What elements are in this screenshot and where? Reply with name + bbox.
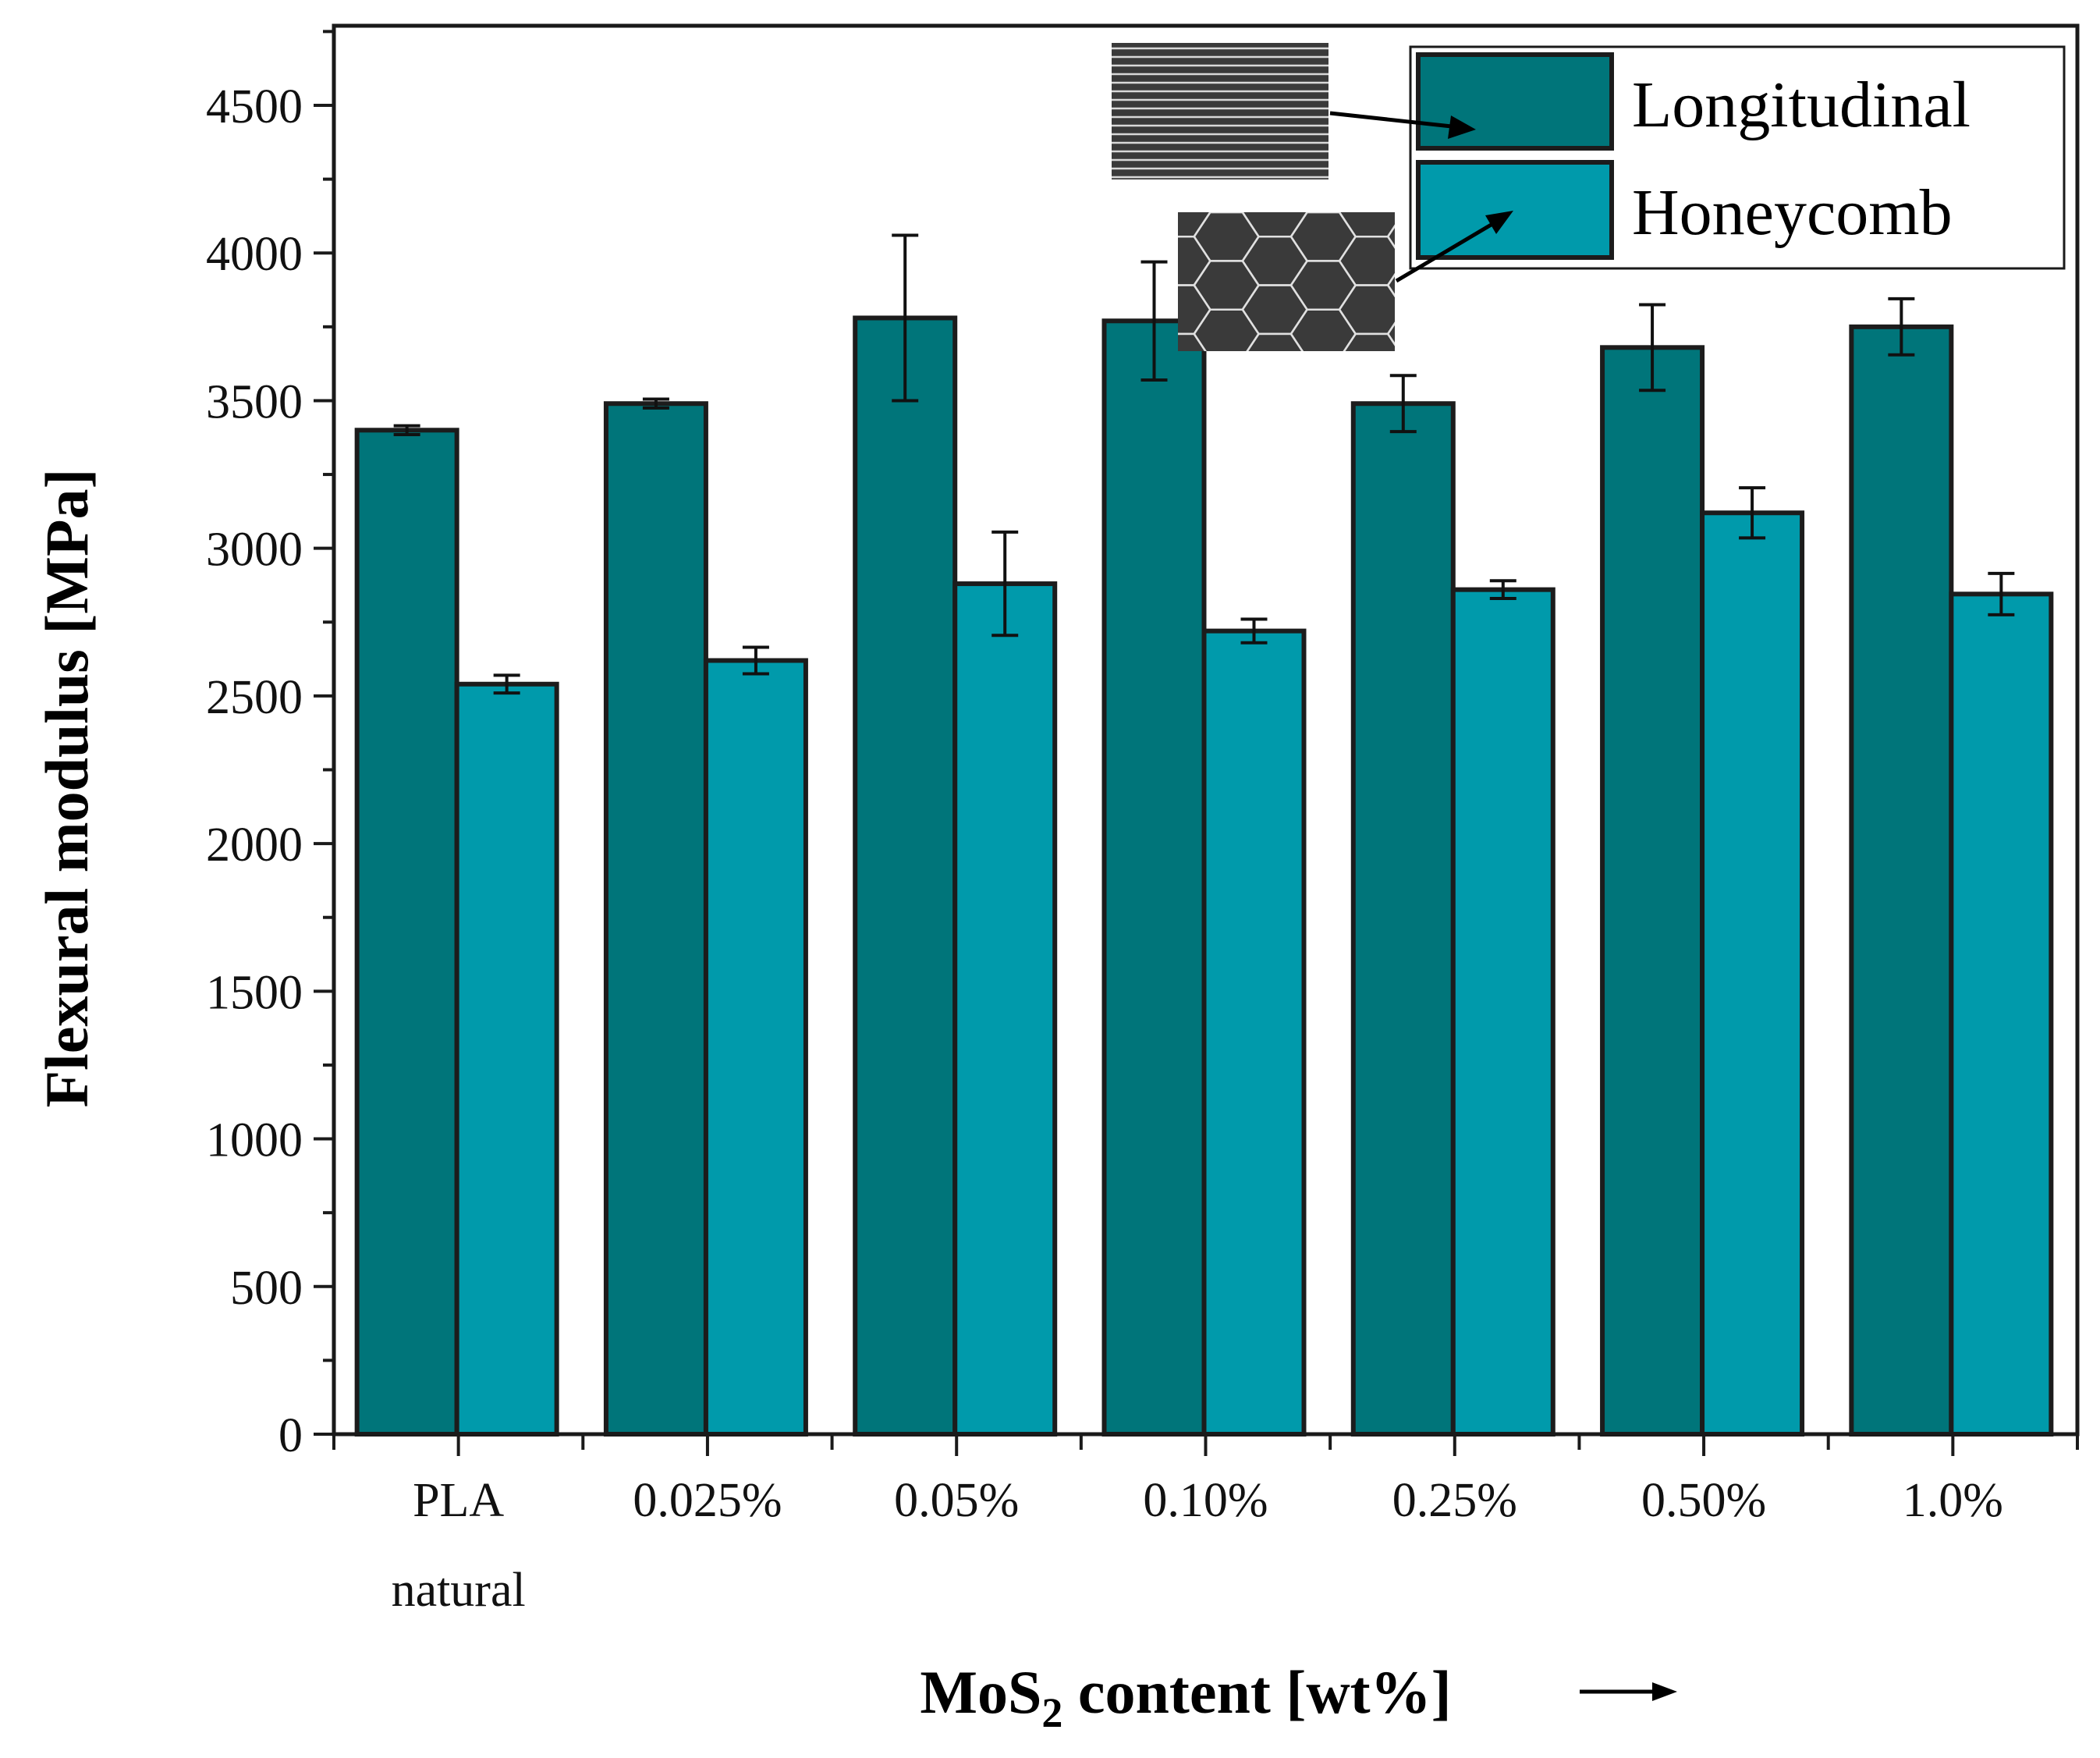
hex-cell bbox=[1098, 212, 1162, 261]
hex-cell bbox=[1098, 261, 1162, 309]
hex-cell bbox=[1243, 382, 1307, 431]
bar-longitudinal-1 bbox=[603, 401, 708, 1437]
y-tick-label: 0 bbox=[278, 1409, 303, 1462]
y-axis-ticks: 0 500 1000 1500 2000 2500 3000 3500 4000 4500 bbox=[206, 30, 334, 1462]
hex-cell bbox=[1339, 140, 1404, 188]
x-axis-title: MoS2 content [wt%] bbox=[920, 1658, 1451, 1736]
x-axis-title-main: MoS bbox=[920, 1658, 1041, 1726]
hex-cell bbox=[1178, 332, 1207, 351]
legend-label-honeycomb: Honeycomb bbox=[1632, 176, 1953, 249]
bar-honeycomb-6 bbox=[1949, 591, 2054, 1437]
error-bars-layer bbox=[393, 233, 2015, 695]
bar-honeycomb-1 bbox=[703, 658, 808, 1437]
x-axis-ticks: PLA natural 0.025% 0.05% 0.10% 0.25% 0.50% 1.0% bbox=[332, 1434, 2079, 1617]
bars-layer bbox=[354, 315, 2054, 1437]
x-tick-label-line2: natural bbox=[392, 1564, 526, 1617]
bar-honeycomb-2 bbox=[952, 581, 1058, 1437]
x-axis-title-sub: 2 bbox=[1041, 1689, 1062, 1736]
arrow-longitudinal-head-icon bbox=[1448, 115, 1476, 139]
x-tick-label: 0.50% bbox=[1641, 1474, 1766, 1527]
bar-longitudinal-3 bbox=[1101, 318, 1207, 1437]
y-tick-label: 4000 bbox=[206, 228, 303, 281]
x-tick-label: 0.25% bbox=[1392, 1474, 1517, 1527]
bar-honeycomb-3 bbox=[1201, 628, 1307, 1437]
y-tick-label: 1000 bbox=[206, 1114, 303, 1167]
x-tick-label: 0.025% bbox=[633, 1474, 782, 1527]
y-tick-label: 500 bbox=[230, 1262, 303, 1315]
bar-longitudinal-6 bbox=[1849, 324, 1954, 1437]
bar-longitudinal-0 bbox=[354, 428, 459, 1437]
hex-cell bbox=[1246, 332, 1304, 351]
bar-honeycomb-4 bbox=[1450, 587, 1555, 1437]
y-tick-label: 2500 bbox=[206, 671, 303, 724]
x-tick-label: 0.10% bbox=[1143, 1474, 1268, 1527]
legend-swatch-longitudinal bbox=[1416, 52, 1614, 151]
hex-cell bbox=[1343, 332, 1395, 351]
longitudinal-pattern-inset bbox=[1112, 43, 1476, 179]
plot-frame bbox=[332, 23, 2080, 1437]
y-axis-title: Flexural modulus [MPa] bbox=[33, 469, 101, 1108]
x-tick-label: 0.05% bbox=[894, 1474, 1019, 1527]
bar-longitudinal-5 bbox=[1600, 345, 1705, 1437]
bar-honeycomb-5 bbox=[1700, 510, 1805, 1437]
x-tick-label: 1.0% bbox=[1903, 1474, 2003, 1527]
x-tick-label: PLA bbox=[413, 1474, 504, 1527]
x-axis-title-rest: content [wt%] bbox=[1062, 1658, 1451, 1726]
hex-cell bbox=[1291, 407, 1356, 455]
y-tick-label: 2000 bbox=[206, 819, 303, 872]
y-tick-label: 4500 bbox=[206, 80, 303, 133]
hex-cell bbox=[1386, 321, 1395, 346]
x-axis-arrow-icon bbox=[1580, 1682, 1677, 1701]
arrow-longitudinal bbox=[1329, 111, 1460, 130]
y-tick-label: 3000 bbox=[206, 524, 303, 577]
y-tick-label: 3500 bbox=[206, 375, 303, 428]
legend-swatch-honeycomb bbox=[1416, 160, 1614, 260]
legend-label-longitudinal: Longitudinal bbox=[1632, 69, 1971, 141]
y-tick-label: 1500 bbox=[206, 966, 303, 1019]
bar-longitudinal-2 bbox=[853, 315, 958, 1437]
legend: Longitudinal Honeycomb bbox=[1409, 45, 2066, 270]
arrow-honeycomb-head-icon bbox=[1485, 211, 1513, 234]
bar-honeycomb-0 bbox=[454, 681, 559, 1437]
hex-cell bbox=[1388, 358, 1453, 407]
bar-longitudinal-4 bbox=[1350, 401, 1456, 1437]
hex-cell bbox=[1291, 358, 1356, 407]
arrow-honeycomb bbox=[1395, 216, 1503, 283]
honeycomb-pattern-inset bbox=[1098, 140, 1513, 455]
